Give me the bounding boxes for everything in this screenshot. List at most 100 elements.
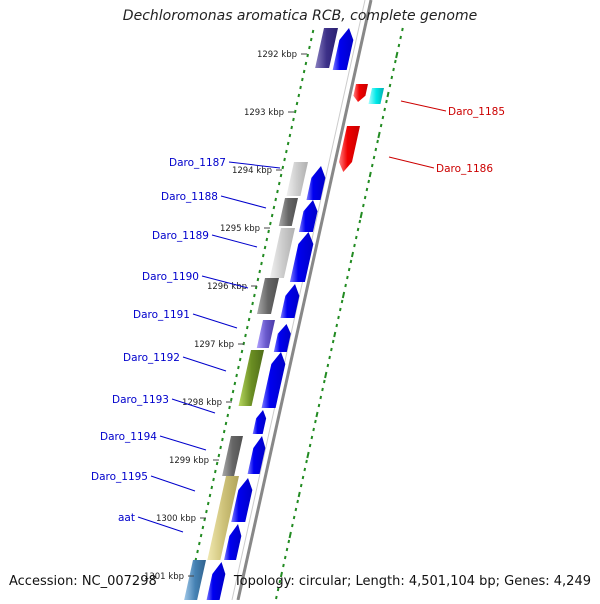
gc-tick [370, 163, 374, 168]
gc-tick [397, 43, 401, 48]
gc-tick [290, 125, 294, 130]
gene-label-daro_1194: Daro_1194 [100, 431, 157, 443]
gc-tick [244, 333, 247, 338]
gc-tick [208, 493, 212, 498]
gc-tick [260, 261, 263, 266]
forward-gene-arrow-6 [261, 352, 286, 408]
gc-content-tracks [185, 27, 404, 602]
gc-tick [276, 587, 280, 592]
gc-tick [274, 197, 278, 202]
gc-tick [392, 67, 395, 72]
gene-leader-line [159, 435, 207, 451]
gc-tick [381, 115, 385, 120]
gc-tick [328, 355, 331, 360]
gc-tick [305, 459, 308, 464]
gc-tick [214, 469, 217, 474]
gc-tick [253, 293, 256, 298]
gc-tick [238, 357, 242, 362]
gene-labels: Daro_1187 Daro_1188 Daro_1189 Daro_1190 Daro… [91, 100, 505, 533]
gc-tick [299, 483, 303, 488]
gc-tick [365, 187, 369, 192]
gc-tick [219, 445, 222, 450]
gene-leader-line [171, 398, 216, 414]
kbp-label: 1296 kbp [207, 282, 247, 292]
gene-label-daro_1192: Daro_1192 [123, 352, 180, 364]
gene-label-daro_1190: Daro_1190 [142, 271, 199, 283]
gc-tick [205, 509, 208, 514]
gc-tick [198, 541, 201, 546]
gc-tick [288, 531, 292, 539]
gc-tick [256, 277, 260, 282]
cog-block-2 [278, 198, 298, 226]
gc-tick [297, 93, 301, 98]
gene-label-daro_1185: Daro_1185 [448, 106, 505, 118]
gc-tick [279, 571, 283, 578]
gene-label-daro_1191: Daro_1191 [133, 309, 190, 321]
gc-tick [272, 205, 276, 210]
gene-leader-line [211, 234, 258, 248]
gc-tick [308, 443, 312, 448]
gc-tick [377, 131, 381, 139]
gc-tick [228, 405, 231, 410]
gene-label-daro_1186: Daro_1186 [436, 163, 493, 175]
map-title: Dechloromonas aromatica RCB, complete ge… [122, 8, 478, 24]
gc-tick [296, 499, 299, 504]
gc-tick [344, 283, 347, 288]
topology-label: Topology: circular; Length: 4,501,104 bp… [233, 574, 591, 589]
gc-tick [395, 51, 399, 59]
cog-block-1 [286, 162, 308, 196]
gc-tick [245, 325, 249, 330]
gc-tick [302, 69, 306, 74]
gc-tick [249, 309, 253, 314]
gene-label-daro_1193: Daro_1193 [112, 394, 169, 406]
forward-gene-arrow-10 [224, 524, 242, 560]
cog-block-5 [256, 320, 275, 348]
gc-tick [301, 77, 304, 82]
gc-tick [226, 413, 230, 418]
gc-tick [314, 419, 317, 424]
gc-tick [340, 299, 344, 304]
gc-tick [383, 107, 387, 112]
gc-tick [222, 429, 226, 434]
gc-tick [286, 141, 290, 146]
gc-tick [379, 123, 383, 128]
forward-gene-arrow-8 [247, 436, 266, 474]
gc-tick [362, 203, 365, 208]
gc-tick [261, 253, 265, 258]
gc-tick [265, 237, 269, 242]
gene-leader-line [137, 516, 184, 533]
kbp-label: 1300 kbp [156, 514, 196, 524]
gc-tick [363, 195, 367, 200]
gc-tick [319, 395, 323, 400]
gc-tick [292, 117, 295, 122]
gc-tick [322, 379, 326, 384]
gc-tick [215, 461, 219, 466]
cog-block-7 [222, 436, 243, 476]
gene-leader-line [228, 161, 281, 169]
gene-label-daro_1189: Daro_1189 [152, 230, 209, 242]
gc-tick [315, 411, 319, 418]
forward-strand-genes [206, 28, 354, 602]
gc-tick [276, 189, 279, 194]
gc-tick [341, 291, 346, 299]
gc-tick [267, 229, 270, 234]
gene-leader-line [220, 195, 267, 209]
gc-tick [312, 427, 315, 432]
gc-tick [258, 269, 262, 274]
gc-tick [291, 523, 294, 528]
reverse-gene-arrow-2 [339, 126, 360, 172]
gc-tick [292, 515, 296, 520]
forward-gene-arrow-1 [306, 166, 326, 200]
gc-tick [230, 397, 233, 402]
forward-gene-arrow-2 [298, 200, 318, 232]
gc-tick [282, 563, 285, 568]
backbone-line [236, 0, 373, 601]
gene-label-aat: aat [118, 512, 135, 524]
gc-tick [210, 485, 214, 490]
gc-tick [212, 477, 215, 482]
reverse-strand-genes [339, 84, 384, 172]
gc-tick [306, 451, 310, 459]
gc-tick [224, 421, 228, 426]
